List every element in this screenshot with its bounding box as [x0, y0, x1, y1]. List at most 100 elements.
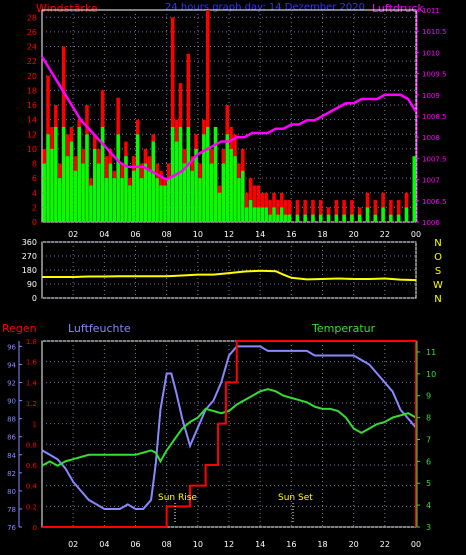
wind-average-bar — [174, 141, 179, 222]
wind-average-bar — [163, 185, 167, 222]
wind-tick-label: 12 — [27, 130, 37, 139]
wind-gust-bar — [206, 10, 210, 222]
temperature-line — [41, 388, 417, 467]
wind-average-bar — [334, 214, 339, 222]
humidity-tick-label: 76 — [7, 524, 16, 532]
wind-average-bar — [213, 126, 218, 222]
wind-average-bar — [287, 214, 292, 222]
pressure-tick-label: 1007.5 — [422, 155, 447, 163]
wind-gust-bar — [276, 200, 280, 222]
wind-average-bar — [264, 207, 268, 222]
wind-average-bar — [229, 148, 233, 222]
pressure-tick-label: 1009 — [422, 92, 440, 100]
wind-average-bar — [167, 178, 171, 222]
wind-average-bar — [42, 163, 46, 222]
wind-gust-bar — [389, 200, 393, 222]
wind-gust-bar — [396, 200, 401, 222]
rain-line — [42, 340, 417, 528]
wind-average-bar — [50, 148, 54, 222]
wind-gust-bar — [311, 200, 315, 222]
wind-average-bar — [350, 214, 354, 222]
wind-average-bar — [241, 170, 245, 222]
wind-gust-bar — [334, 200, 339, 222]
humidity-tick-label: 90 — [7, 398, 16, 406]
direction-tick-label: 270 — [22, 252, 37, 261]
pressure-tick-label: 1011 — [422, 7, 440, 15]
sunset-label: Sun Set — [278, 493, 313, 503]
wind-average-bar — [381, 207, 385, 222]
humidity-tick-label: 94 — [7, 361, 16, 369]
wind-gust-bar — [268, 200, 272, 222]
wind-average-bar — [139, 178, 144, 222]
wind-average-bar — [357, 214, 362, 222]
wind-gust-bar — [342, 200, 346, 222]
rain-tick-label: 1.8 — [26, 338, 37, 346]
pressure-tick-label: 1009.5 — [422, 71, 447, 79]
wind-average-bar — [276, 214, 280, 222]
humidity-line — [41, 345, 417, 510]
time-tick-label: 00 — [411, 230, 421, 239]
time-tick-label: 06 — [130, 230, 140, 239]
time-tick-label: 02 — [68, 230, 78, 239]
temperature-tick-label: 6 — [426, 457, 431, 466]
time-tick-label: 18 — [317, 540, 327, 549]
wind-average-bar — [373, 214, 378, 222]
wind-tick-label: 24 — [27, 43, 37, 52]
pressure-tick-label: 1007 — [422, 177, 440, 185]
wind-average-bar — [61, 126, 66, 222]
humidity-tick-label: 92 — [7, 380, 16, 388]
wind-gust-bar — [303, 200, 307, 222]
wind-average-bar — [194, 148, 198, 222]
time-tick-label: 14 — [255, 540, 265, 549]
rain-axis-title: Regen — [2, 322, 37, 335]
wind-average-bar — [104, 178, 109, 222]
time-tick-label: 04 — [99, 540, 109, 549]
pressure-tick-label: 1010 — [422, 49, 440, 57]
wind-average-bar — [225, 134, 229, 222]
wind-tick-label: 26 — [27, 28, 37, 37]
time-tick-label: 18 — [317, 230, 327, 239]
humidity-tick-label: 78 — [7, 506, 16, 514]
temperature-tick-label: 9 — [426, 392, 431, 401]
wind-average-bar — [303, 214, 307, 222]
wind-average-bar — [272, 207, 276, 222]
wind-gust-bar — [350, 200, 354, 222]
wind-gust-bar — [252, 185, 257, 222]
rain-tick-label: 0.8 — [26, 441, 37, 449]
wind-gust-bar — [283, 200, 288, 222]
time-tick-label: 02 — [68, 540, 78, 549]
wind-average-bar — [85, 134, 89, 222]
wind-average-bar — [89, 185, 93, 222]
wind-average-bar — [54, 126, 58, 222]
rain-tick-label: 0.2 — [26, 503, 37, 511]
time-tick-label: 22 — [380, 230, 390, 239]
wind-average-bar — [100, 126, 105, 222]
wind-tick-label: 4 — [32, 189, 37, 198]
grid-lines — [42, 10, 417, 528]
temperature-tick-label: 4 — [426, 501, 431, 510]
time-tick-label: 14 — [255, 230, 265, 239]
rain-tick-label: 1.2 — [26, 400, 37, 408]
rain-tick-label: 0 — [33, 524, 37, 532]
wind-average-bar — [365, 207, 370, 222]
pressure-tick-label: 1006.5 — [422, 198, 447, 206]
wind-average-bar — [77, 126, 81, 222]
wind-tick-label: 2 — [32, 203, 37, 212]
wind-gust-bar — [373, 200, 378, 222]
rain-tick-label: 0.4 — [26, 483, 38, 491]
wind-average-bar — [202, 134, 206, 222]
wind-average-bar — [131, 170, 136, 222]
wind-average-bar — [147, 170, 152, 222]
wind-average-bar — [65, 156, 70, 222]
wind-average-bar — [206, 126, 210, 222]
wind-average-bar — [252, 207, 257, 222]
pressure-line — [40, 55, 418, 182]
time-tick-label: 08 — [162, 540, 172, 549]
wind-average-bar — [268, 214, 272, 222]
pressure-tick-label: 1008 — [422, 134, 440, 142]
humidity-tick-label: 86 — [7, 434, 16, 442]
humidity-tick-label: 96 — [7, 343, 16, 351]
wind-average-bar — [198, 178, 202, 222]
temperature-tick-label: 5 — [426, 479, 431, 488]
compass-label: O — [434, 252, 442, 263]
